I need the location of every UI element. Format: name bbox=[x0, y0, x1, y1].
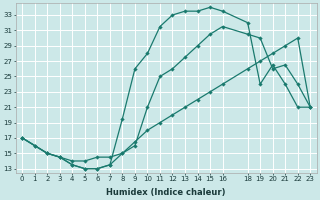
X-axis label: Humidex (Indice chaleur): Humidex (Indice chaleur) bbox=[107, 188, 226, 197]
